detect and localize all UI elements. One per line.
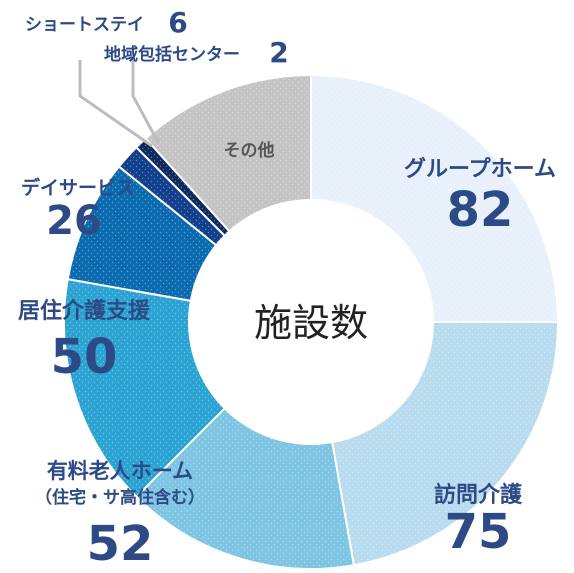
donut-hole [188,199,434,445]
slice-sublabel-2: （住宅・サ高住含む） [35,487,205,508]
slice-label-4: デイサービス [21,176,135,199]
leader-line-0 [78,60,153,148]
slice-value-1: 75 [445,504,512,560]
slice-label-2: 有料老人ホーム [47,459,193,483]
slice-value-0: 82 [447,182,514,238]
slice-value-6: 2 [269,36,288,69]
slice-label-0: グループホーム [404,156,556,182]
leader-line-1 [131,60,160,143]
slice-label-6: 地域包括センター [104,44,240,65]
slice-label-3: 居住介護支援 [18,298,151,324]
slice-value-4: 26 [46,198,102,244]
center-label: 施設数 [254,301,368,345]
slice-label-7: その他 [224,140,275,161]
slice-value-3: 50 [51,329,118,385]
slice-label-5: ショートステイ [25,15,144,35]
slice-label-1: 訪問介護 [434,482,523,508]
slice-value-5: 6 [168,6,187,39]
slice-value-2: 52 [87,516,154,572]
